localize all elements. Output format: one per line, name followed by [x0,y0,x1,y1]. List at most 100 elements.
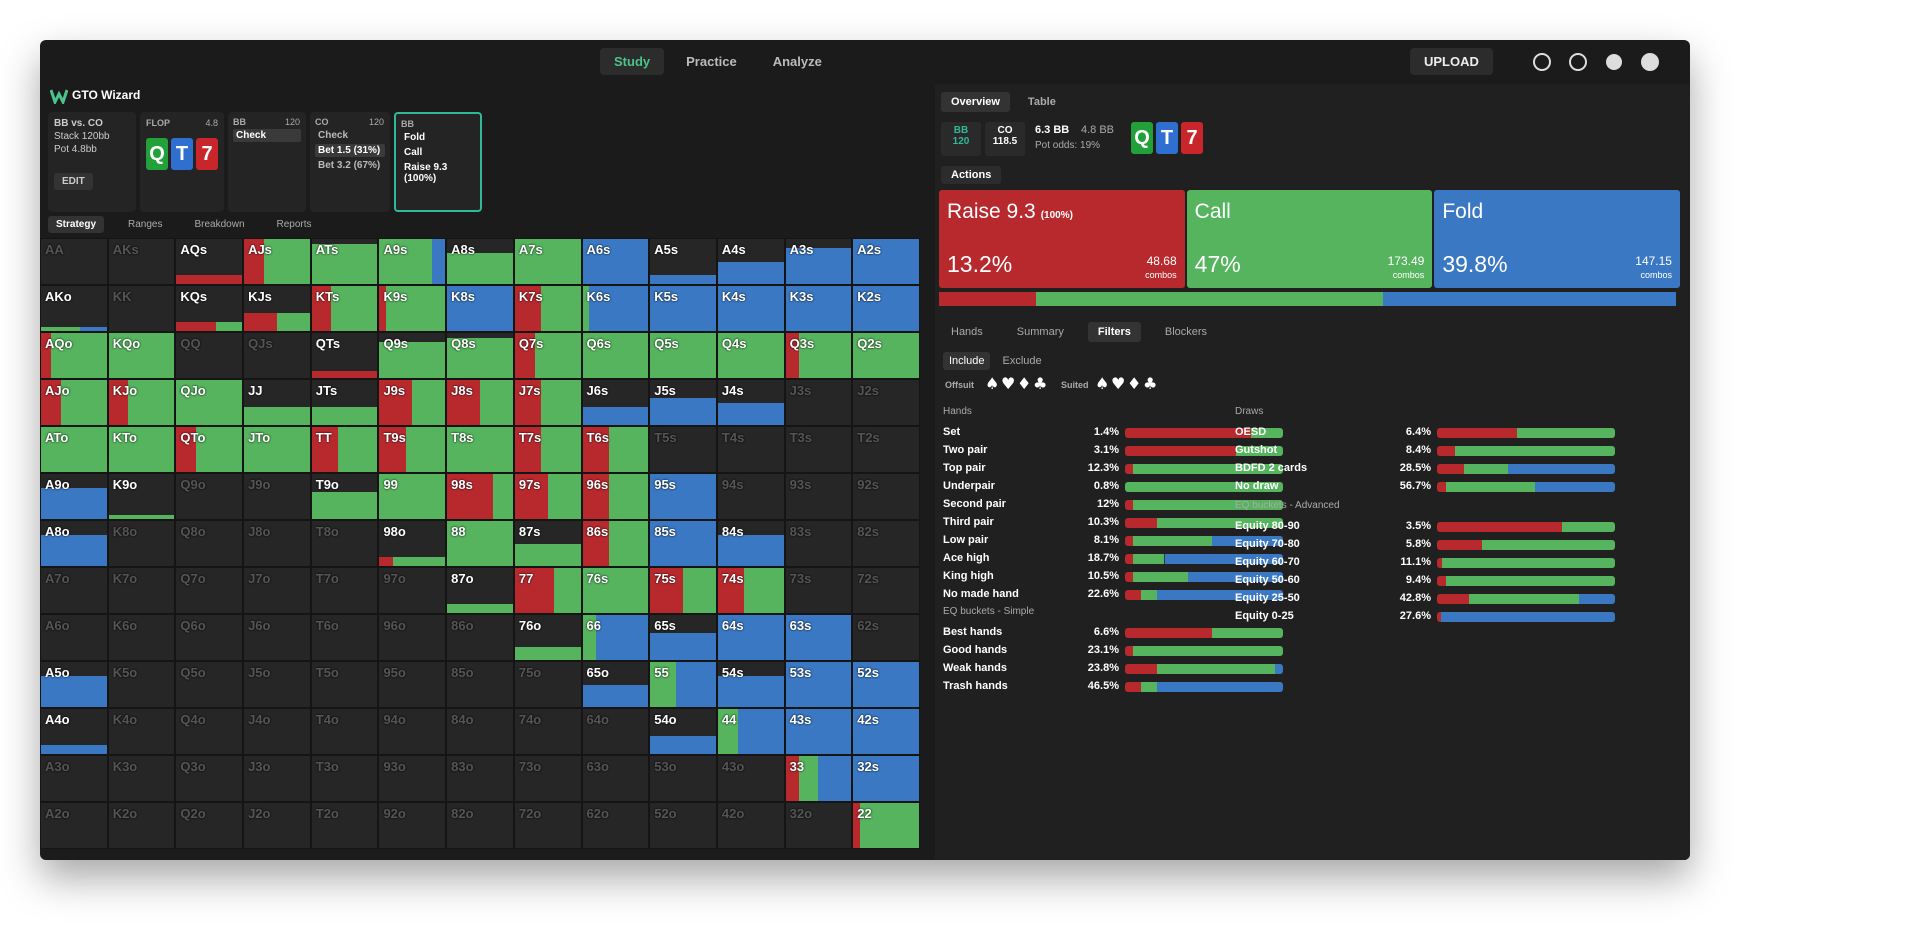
action-card[interactable]: Raise 9.3 (100%) 13.2% 48.68 combos [939,190,1185,288]
hand-cell[interactable]: 55 [649,661,717,708]
hand-cell[interactable]: J3s [784,379,853,426]
actions-dropdown[interactable]: Actions [941,166,1002,184]
hand-cell[interactable]: 62o [581,802,650,849]
hand-cell[interactable]: KJo [107,379,176,426]
filter-name[interactable]: Equity 60-70 [1235,556,1300,568]
hand-cell[interactable]: T7s [513,426,582,473]
filter-name[interactable]: Third pair [943,516,994,528]
filter-name[interactable]: Ace high [943,552,990,564]
filter-name[interactable]: Top pair [943,462,986,474]
hand-cell[interactable]: JTs [310,379,379,426]
hand-cell[interactable]: 96o [378,614,447,661]
hand-cell[interactable]: Q7o [175,567,244,614]
hand-cell[interactable]: KJs [243,285,311,332]
hand-cell[interactable]: 32s [852,755,920,802]
hand-cell[interactable]: 72o [513,802,582,849]
hand-cell[interactable]: 83o [446,755,514,802]
hand-cell[interactable]: J5s [649,379,717,426]
hand-cell[interactable]: T7o [310,567,379,614]
hand-cell[interactable]: 92s [852,473,920,520]
hand-cell[interactable]: J9o [243,473,311,520]
filter-name[interactable]: Equity 50-60 [1235,574,1300,586]
hand-cell[interactable]: 44 [716,708,785,755]
suit-icon[interactable]: ♣ [1033,374,1048,393]
filter-name[interactable]: Weak hands [943,662,1007,674]
hand-cell[interactable]: 73s [784,567,853,614]
hand-cell[interactable]: 52o [649,802,717,849]
history-box[interactable]: BB 120 Check [228,112,306,212]
history-box[interactable]: BB Fold Call Raise 9.3 (100%) [394,112,482,212]
hand-cell[interactable]: J2s [852,379,920,426]
hand-cell[interactable]: 84o [446,708,514,755]
hand-cell[interactable]: A9o [40,473,108,520]
hand-cell[interactable]: 64s [716,614,785,661]
hand-cell[interactable]: 63o [581,755,650,802]
filter-name[interactable]: King high [943,570,994,582]
hand-cell[interactable]: Q4o [175,708,244,755]
filter-name[interactable]: Good hands [943,644,1008,656]
hand-cell[interactable]: KTs [310,285,379,332]
hand-cell[interactable]: 75s [649,567,717,614]
hand-cell[interactable]: 99 [378,473,447,520]
hand-cell[interactable]: 53s [784,661,853,708]
hand-cell[interactable]: ATo [40,426,108,473]
hand-cell[interactable]: T6o [310,614,379,661]
hand-cell[interactable]: 66 [581,614,650,661]
hand-cell[interactable]: 96s [581,473,650,520]
strategy-tab[interactable]: Reports [276,219,312,230]
hand-cell[interactable]: J2o [243,802,311,849]
hand-cell[interactable]: 22 [852,802,920,849]
hand-cell[interactable]: 88 [446,520,514,567]
nav-tab[interactable]: Practice [686,54,737,69]
hand-cell[interactable]: 93s [784,473,853,520]
hand-cell[interactable]: K3s [784,285,853,332]
hand-cell[interactable]: Q3o [175,755,244,802]
hand-cell[interactable]: 74o [513,708,582,755]
hand-cell[interactable]: KQs [175,285,244,332]
hand-cell[interactable]: 52s [852,661,920,708]
hand-cell[interactable]: A3o [40,755,108,802]
hand-cell[interactable]: T3s [784,426,853,473]
hand-cell[interactable]: Q2s [852,332,920,379]
hand-cell[interactable]: 76o [513,614,582,661]
hand-cell[interactable]: K6s [581,285,650,332]
hand-cell[interactable]: 65s [649,614,717,661]
toolbar-icons[interactable] [1530,50,1680,74]
hand-cell[interactable]: Q2o [175,802,244,849]
hand-cell[interactable]: AQo [40,332,108,379]
hand-cell[interactable]: QJs [243,332,311,379]
hand-cell[interactable]: Q3s [784,332,853,379]
filter-name[interactable]: BDFD 2 cards [1235,462,1308,474]
strategy-tab[interactable]: Strategy [48,216,105,233]
filter-name[interactable]: Gutshot [1235,444,1278,456]
hand-cell[interactable]: J7o [243,567,311,614]
hand-cell[interactable]: 32o [784,802,853,849]
hand-cell[interactable]: J9s [378,379,447,426]
hand-cell[interactable]: J8s [446,379,514,426]
hand-cell[interactable]: 83s [784,520,853,567]
hand-cell[interactable]: A7o [40,567,108,614]
hand-cell[interactable]: 72s [852,567,920,614]
hand-cell[interactable]: 33 [784,755,853,802]
hand-cell[interactable]: K9o [107,473,176,520]
hand-cell[interactable]: A8o [40,520,108,567]
hand-cell[interactable]: K3o [107,755,176,802]
action-card[interactable]: Call 47% 173.49 combos [1186,190,1433,288]
filter-name[interactable]: Set [943,426,961,438]
hand-cell[interactable]: 62s [852,614,920,661]
filter-name[interactable]: Equity 80-90 [1235,520,1300,532]
hand-cell[interactable]: A4s [716,238,785,285]
overview-tab[interactable]: Table [1027,96,1056,108]
hand-cell[interactable]: 93o [378,755,447,802]
hand-cell[interactable]: KK [107,285,176,332]
hand-cell[interactable]: 86s [581,520,650,567]
hand-cell[interactable]: Q6o [175,614,244,661]
hand-cell[interactable]: A5o [40,661,108,708]
filter-name[interactable]: No made hand [943,588,1019,600]
hand-cell[interactable]: 95s [649,473,717,520]
filter-name[interactable]: Equity 25-50 [1235,592,1300,604]
filter-tab[interactable]: Blockers [1164,326,1208,338]
hand-cell[interactable]: K7o [107,567,176,614]
filter-name[interactable]: Second pair [943,498,1006,510]
hand-cell[interactable]: 42o [716,802,785,849]
